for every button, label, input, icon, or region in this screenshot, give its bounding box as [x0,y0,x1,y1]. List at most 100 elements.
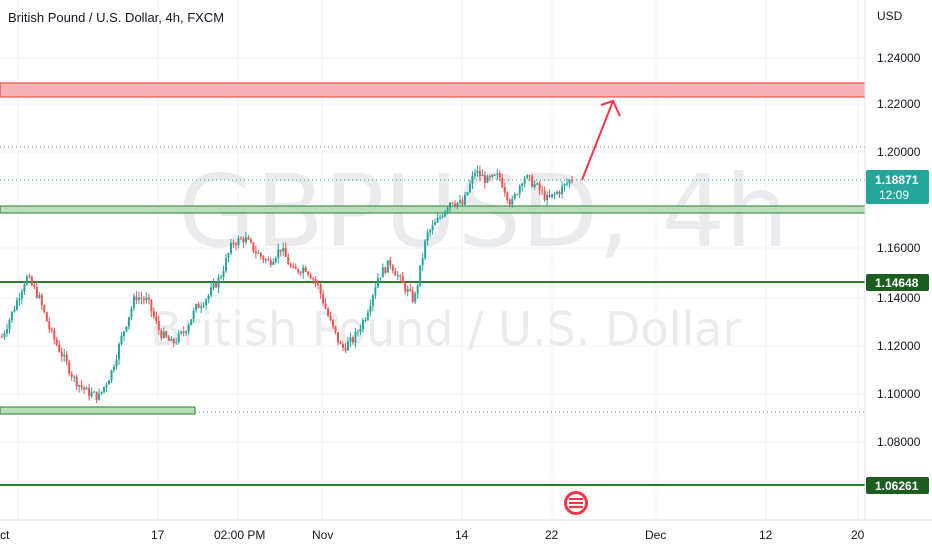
candle-body [180,331,183,334]
candle-body [289,264,292,267]
candle-body [351,337,354,343]
candle-body [232,242,235,245]
candle-body [45,312,48,322]
resistance-zone[interactable] [0,82,866,98]
candle-body [242,238,245,243]
candle-body [73,376,76,378]
candle-body [237,238,240,246]
candle-body [60,351,63,357]
candle-body [247,237,250,240]
candle-body [536,183,539,185]
time-axis[interactable]: ct 17 02:00 PM Nov 14 22 Dec 12 20 [0,519,932,542]
candle-body [396,275,399,277]
candle-body [68,361,71,374]
symbol-legend[interactable]: British Pound / U.S. Dollar, 4h, FXCM [8,10,225,25]
candle-body [43,305,46,313]
candle-body [391,265,394,271]
candle-body [8,319,11,330]
candle-body [473,172,476,176]
candle-body [272,261,275,265]
candle-body [314,279,317,283]
candle-body [444,211,447,217]
candle-body [63,354,66,357]
candle-body [192,310,195,320]
candle-body [100,391,103,394]
price-axis[interactable]: USD 1.24000 1.22000 1.20000 1.16000 1.14… [864,0,929,520]
candle-body [356,331,359,333]
candle-body [30,277,33,286]
candle-body [3,333,6,337]
candle-body [177,333,180,343]
currency-label: USD [877,9,903,23]
support-zone-upper[interactable] [0,205,866,214]
candle-body [409,289,412,291]
level-tag-1 [866,274,929,291]
candle-body [105,384,108,387]
candle-body [349,337,352,342]
candle-body [426,232,429,241]
candle-body [98,393,101,400]
candle-body [117,344,120,360]
candle-body [424,240,427,259]
candle-body [518,185,521,195]
candle-body [65,354,68,362]
candle-body [304,267,307,272]
candle-body [389,260,392,266]
candle-body [13,309,16,312]
candle-body [197,304,200,309]
candle-body [434,222,437,226]
us-flag-icon[interactable] [564,491,588,515]
candle-body [571,180,573,182]
price-tick: 1.08000 [877,435,921,449]
candle-body [83,387,86,390]
candle-body [254,251,257,254]
last-price-tag [866,170,929,204]
candle-body [225,258,228,272]
candle-body [249,239,252,243]
candle-body [386,260,389,273]
candle-body [140,297,143,299]
bar-countdown: 12:09 [879,188,909,202]
candle-body [466,192,469,195]
candle-body [165,331,168,337]
candle-body [439,217,442,219]
support-zone-lower[interactable] [0,406,196,415]
candle-body [48,321,51,330]
forecast-arrow[interactable] [581,99,621,181]
candle-body [269,260,272,265]
candle-body [451,202,454,204]
candle-body [10,311,13,320]
candle-body [533,184,536,188]
candle-body [53,330,56,340]
candle-body [468,183,471,193]
candle-body [516,194,519,196]
candle-body [127,317,130,327]
candle-body [175,342,178,344]
candle-body [411,290,414,302]
candle-body [332,319,335,327]
candle-body [20,291,23,299]
price-tick: 1.12000 [877,339,921,353]
candle-body [449,202,452,209]
candle-body [566,183,569,185]
candle-body [15,300,18,310]
candle-body [493,174,496,176]
candle-body [212,283,215,288]
candle-body [125,326,128,332]
candle-body [551,194,554,197]
level-tag-1-value: 1.14648 [875,276,919,290]
candle-body [513,194,516,199]
candle-body [267,259,270,261]
candle-body [476,170,479,173]
candle-body [481,175,484,177]
candle-body [55,339,58,345]
candle-body [294,267,297,270]
time-tick: 17 [151,528,165,542]
candle-body [364,319,367,321]
candle-body [317,282,320,285]
candle-body [511,198,514,205]
candle-body [1,336,3,338]
candle-body [394,270,397,276]
candle-body [538,183,541,191]
